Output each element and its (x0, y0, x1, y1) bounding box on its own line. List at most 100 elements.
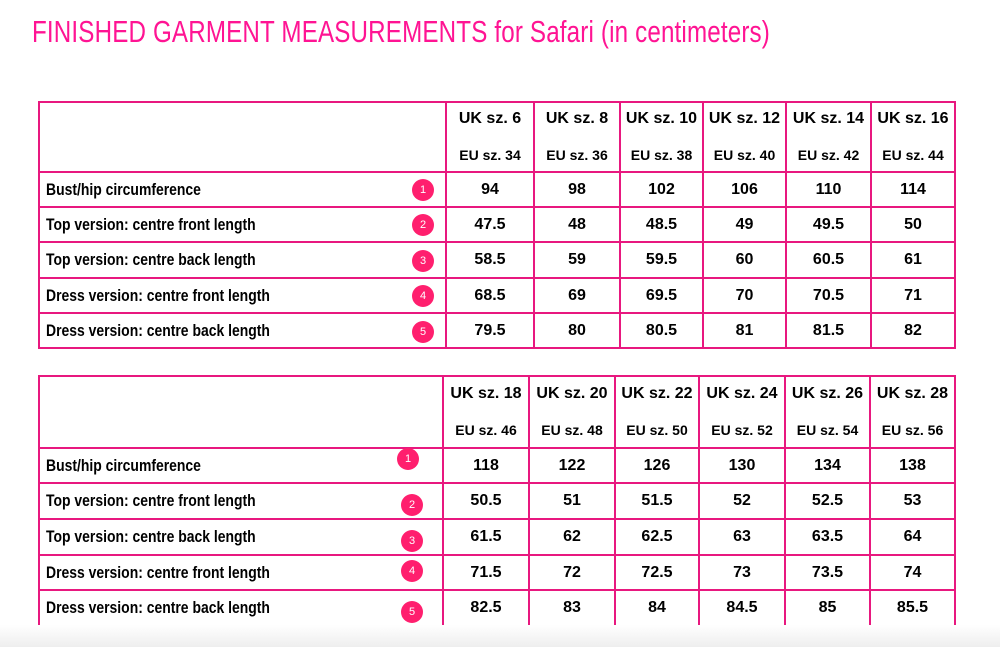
eu-size: EU sz. 34 (459, 147, 521, 163)
size-header: UK sz. 18 EU sz. 46 (442, 375, 530, 449)
number-badge: 2 (401, 494, 423, 516)
number-badge: 4 (412, 285, 434, 307)
row-label-text: Top version: centre back length (46, 527, 256, 546)
row-label: Bust/hip circumference 1 (38, 447, 444, 484)
value-cell: 63.5 (784, 518, 871, 556)
size-header: UK sz. 22 EU sz. 50 (614, 375, 700, 449)
size-header: UK sz. 6 EU sz. 34 (445, 101, 535, 173)
corner-cell (38, 375, 444, 449)
size-header-row: UK sz. 6 EU sz. 34 UK sz. 8 EU sz. 36 UK s… (38, 101, 956, 173)
value-cell: 62 (528, 518, 616, 556)
value-cell: 58.5 (445, 241, 535, 279)
size-header: UK sz. 12 EU sz. 40 (702, 101, 787, 173)
number-badge: 5 (401, 601, 423, 623)
uk-size: UK sz. 10 (625, 110, 698, 127)
number-badge: 2 (412, 214, 434, 236)
eu-size: EU sz. 46 (455, 422, 517, 438)
value-cell: 102 (619, 171, 704, 208)
row-label: Top version: centre front length 2 (38, 206, 447, 243)
row-label: Dress version: centre front length 4 (38, 277, 447, 314)
eu-size: EU sz. 54 (796, 422, 859, 438)
size-header: UK sz. 24 EU sz. 52 (698, 375, 786, 449)
uk-size: UK sz. 12 (708, 110, 781, 127)
eu-size: EU sz. 36 (546, 147, 608, 163)
value-cell: 83 (528, 589, 616, 627)
value-cell: 85.5 (869, 589, 956, 627)
value-cell: 49 (702, 206, 787, 243)
uk-size: UK sz. 28 (876, 385, 949, 402)
row-label: Dress version: centre back length 5 (38, 312, 447, 349)
table-row: Top version: centre front length 2 47.5 4… (38, 206, 956, 243)
value-cell: 84 (614, 589, 700, 627)
value-cell: 71 (870, 277, 956, 314)
value-cell: 72 (528, 554, 616, 591)
value-cell: 51.5 (614, 482, 700, 520)
size-header: UK sz. 16 EU sz. 44 (870, 101, 956, 173)
value-cell: 69.5 (619, 277, 704, 314)
value-cell: 82.5 (442, 589, 530, 627)
row-label-text: Top version: centre front length (46, 491, 256, 510)
value-cell: 134 (784, 447, 871, 484)
value-cell: 85 (784, 589, 871, 627)
uk-size: UK sz. 16 (877, 110, 949, 127)
table-row: Bust/hip circumference 1 94 98 102 106 11… (38, 171, 956, 208)
eu-size: EU sz. 42 (797, 147, 860, 163)
value-cell: 130 (698, 447, 786, 484)
value-cell: 59.5 (619, 241, 704, 279)
size-header: UK sz. 14 EU sz. 42 (785, 101, 872, 173)
number-badge: 3 (412, 250, 434, 272)
number-badge: 3 (401, 530, 423, 552)
number-badge: 5 (412, 321, 434, 343)
uk-size: UK sz. 18 (450, 385, 522, 402)
value-cell: 63 (698, 518, 786, 556)
value-cell: 80 (533, 312, 621, 349)
table-row: Dress version: centre back length 5 82.5 … (38, 589, 956, 627)
eu-size: EU sz. 56 (881, 422, 944, 438)
value-cell: 84.5 (698, 589, 786, 627)
value-cell: 79.5 (445, 312, 535, 349)
row-label: Bust/hip circumference 1 (38, 171, 447, 208)
value-cell: 74 (869, 554, 956, 591)
row-label-text: Bust/hip circumference (46, 179, 201, 199)
row-label: Top version: centre back length 3 (38, 518, 444, 556)
uk-size: UK sz. 20 (536, 385, 608, 402)
page-bottom-edge (0, 625, 1000, 647)
eu-size: EU sz. 40 (713, 147, 776, 163)
uk-size: UK sz. 14 (792, 110, 865, 127)
table-row: Dress version: centre front length 4 68.5… (38, 277, 956, 314)
value-cell: 73 (698, 554, 786, 591)
row-label: Top version: centre front length 2 (38, 482, 444, 520)
value-cell: 110 (785, 171, 872, 208)
value-cell: 47.5 (445, 206, 535, 243)
row-label: Top version: centre back length 3 (38, 241, 447, 279)
row-label: Dress version: centre front length 4 (38, 554, 444, 591)
value-cell: 52 (698, 482, 786, 520)
number-badge: 1 (397, 448, 419, 470)
value-cell: 80.5 (619, 312, 704, 349)
value-cell: 49.5 (785, 206, 872, 243)
row-label-text: Bust/hip circumference (46, 455, 201, 475)
page-title: FINISHED GARMENT MEASUREMENTS for Safari… (32, 14, 771, 49)
value-cell: 61 (870, 241, 956, 279)
value-cell: 61.5 (442, 518, 530, 556)
value-cell: 60.5 (785, 241, 872, 279)
size-header: UK sz. 26 EU sz. 54 (784, 375, 871, 449)
row-label-text: Dress version: centre back length (46, 598, 270, 617)
value-cell: 71.5 (442, 554, 530, 591)
value-cell: 68.5 (445, 277, 535, 314)
value-cell: 59 (533, 241, 621, 279)
value-cell: 81 (702, 312, 787, 349)
value-cell: 48 (533, 206, 621, 243)
eu-size: EU sz. 38 (630, 147, 693, 163)
value-cell: 73.5 (784, 554, 871, 591)
value-cell: 81.5 (785, 312, 872, 349)
value-cell: 52.5 (784, 482, 871, 520)
eu-size: EU sz. 52 (711, 422, 773, 438)
value-cell: 62.5 (614, 518, 700, 556)
value-cell: 60 (702, 241, 787, 279)
row-label-text: Dress version: centre back length (46, 320, 270, 340)
uk-size: UK sz. 24 (706, 385, 778, 402)
row-label: Dress version: centre back length 5 (38, 589, 444, 627)
table-row: Dress version: centre front length 4 71.5… (38, 554, 956, 591)
value-cell: 126 (614, 447, 700, 484)
